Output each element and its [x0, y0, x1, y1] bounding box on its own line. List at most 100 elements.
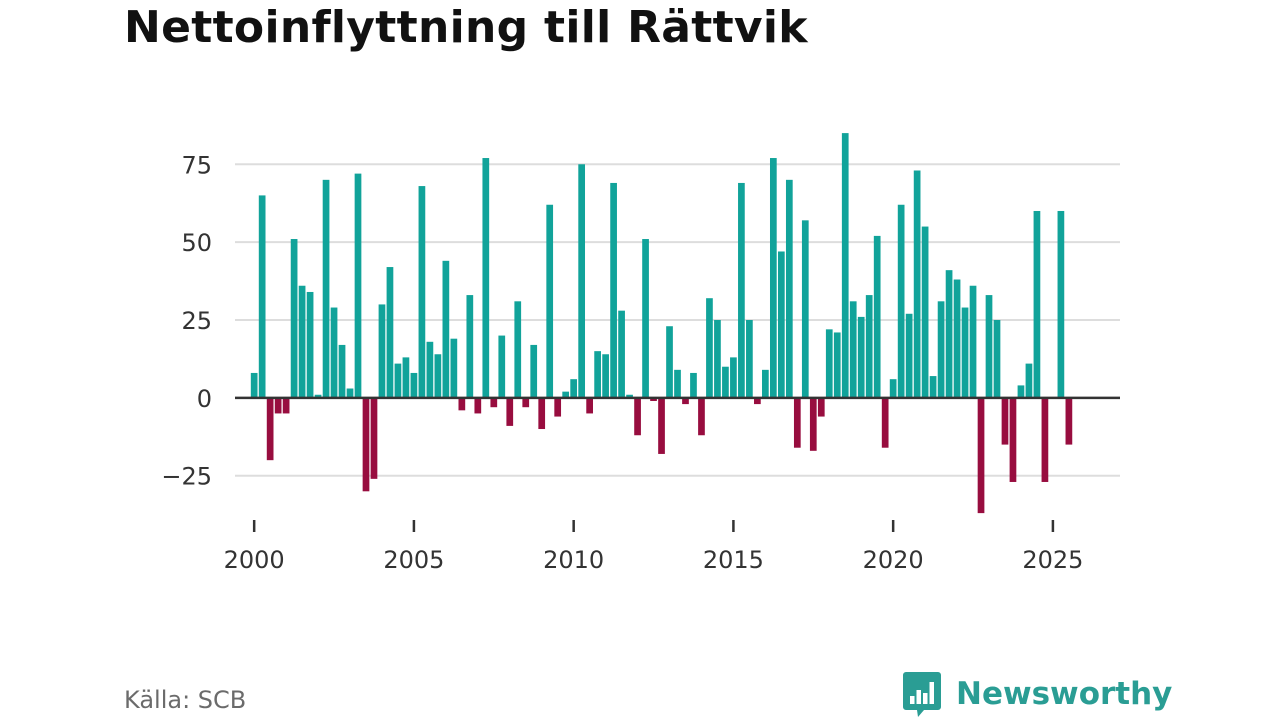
- bars: [250, 133, 1073, 514]
- bar: [809, 397, 817, 451]
- bar: [650, 397, 657, 401]
- bar: [466, 295, 474, 398]
- bar: [658, 397, 665, 454]
- bar: [410, 372, 418, 398]
- bar: [1025, 363, 1033, 398]
- bar: [833, 332, 841, 398]
- bar: [706, 298, 713, 398]
- bar: [570, 379, 578, 398]
- bar: [801, 220, 809, 398]
- bar: [514, 301, 522, 398]
- bar: [306, 291, 314, 398]
- bar: [562, 391, 570, 398]
- bar: [346, 388, 354, 398]
- bar: [682, 397, 689, 405]
- bar: [913, 170, 921, 398]
- bar: [274, 397, 282, 414]
- bar: [290, 239, 298, 398]
- bar: [594, 351, 601, 398]
- bar: [849, 301, 857, 398]
- bar: [785, 179, 793, 398]
- x-tick-label: 2005: [383, 546, 444, 574]
- bar: [522, 397, 530, 408]
- y-tick-label: 75: [181, 151, 212, 179]
- bar: [977, 397, 985, 514]
- bar: [434, 354, 442, 398]
- y-tick-label: 25: [181, 307, 212, 335]
- bar: [498, 335, 506, 398]
- bar: [1033, 210, 1041, 398]
- bar: [777, 251, 785, 398]
- bar: [626, 394, 633, 398]
- bar: [1001, 397, 1009, 445]
- brand-logo[interactable]: Newsworthy: [902, 670, 1172, 718]
- x-tick-label: 2015: [703, 546, 764, 574]
- bar: [738, 182, 745, 398]
- bar: [674, 369, 681, 398]
- bar: [378, 304, 386, 398]
- bar: [961, 307, 969, 398]
- bar: [825, 329, 833, 398]
- bar: [322, 179, 330, 398]
- bar: [1065, 397, 1073, 445]
- x-tick-label: 2020: [863, 546, 924, 574]
- bar: [490, 397, 498, 408]
- bar: [841, 133, 849, 398]
- bar: [386, 267, 394, 398]
- y-tick-label: 0: [197, 385, 212, 413]
- bar: [330, 307, 338, 398]
- bar: [953, 279, 961, 398]
- y-axis-ticks: 75 50 25 0 −25: [161, 151, 212, 490]
- bar: [418, 186, 426, 398]
- bar: [282, 397, 290, 414]
- bar: [426, 341, 434, 398]
- bar: [402, 357, 410, 398]
- newsworthy-logo-icon: [903, 672, 941, 717]
- bar: [817, 397, 825, 417]
- bar: [266, 397, 274, 461]
- bar: [714, 320, 721, 398]
- bar: [354, 173, 362, 398]
- bar: [298, 285, 306, 398]
- bar: [610, 182, 617, 398]
- bar: [506, 397, 514, 426]
- bar: [929, 376, 937, 398]
- bar: [993, 320, 1001, 398]
- bar: [698, 397, 705, 436]
- bar: [754, 397, 761, 405]
- bar: [474, 397, 482, 414]
- x-axis-ticks: 2000 2005 2010 2015 2020 2025: [224, 520, 1083, 574]
- bar: [362, 397, 370, 492]
- bar: [746, 320, 753, 398]
- bar: [1009, 397, 1017, 482]
- bar: [642, 239, 649, 398]
- bar: [945, 270, 953, 398]
- bar: [1057, 210, 1065, 398]
- bar: [602, 354, 609, 398]
- bar: [937, 301, 945, 398]
- bar: [618, 310, 625, 398]
- bar: [530, 344, 538, 398]
- bar: [634, 397, 641, 436]
- brand-name: Newsworthy: [956, 676, 1173, 712]
- bar: [482, 158, 490, 398]
- x-tick-label: 2025: [1022, 546, 1083, 574]
- bar: [578, 164, 586, 398]
- bar: [546, 204, 554, 398]
- bar: [985, 295, 993, 398]
- bar: [250, 372, 258, 398]
- bar: [897, 204, 905, 398]
- bar: [921, 226, 929, 398]
- bar: [314, 394, 322, 398]
- bar: [905, 313, 913, 398]
- bar: [969, 285, 977, 398]
- bar: [762, 369, 769, 398]
- bar: [690, 372, 697, 398]
- bar: [881, 397, 889, 448]
- bar: [793, 397, 801, 448]
- bar: [1041, 397, 1049, 482]
- bar: [873, 235, 881, 398]
- bar: [730, 357, 737, 398]
- bar: [258, 195, 266, 398]
